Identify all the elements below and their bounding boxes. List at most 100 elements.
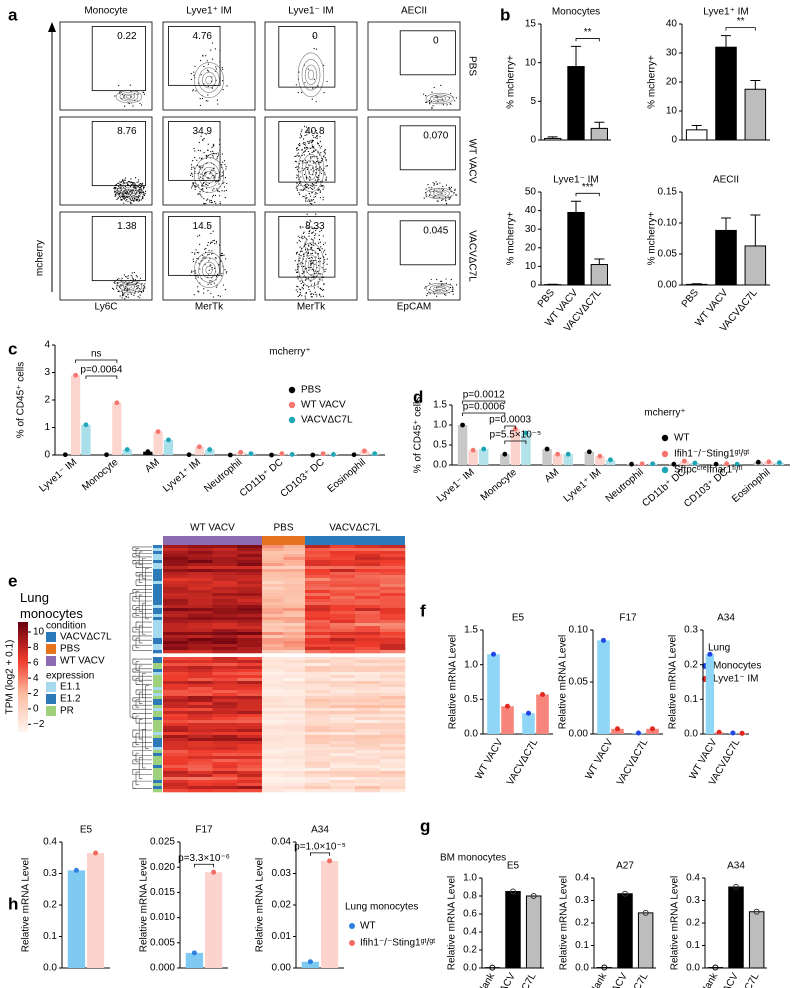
event-dot [310,253,312,255]
heatmap-cell [262,708,284,712]
bar [715,229,737,286]
density-contour [198,162,220,188]
heatmap-cell [212,678,238,682]
event-dot [194,270,196,272]
row-annotation [153,777,162,781]
event-dot [192,89,194,91]
panel-label: d [413,387,423,406]
event-dot [323,249,326,251]
event-dot [114,193,116,195]
event-dot [223,181,225,183]
event-dot [133,200,135,202]
legend-marker [661,450,669,458]
event-dot [195,249,197,251]
event-dot [140,199,142,201]
panel-label: c [8,339,17,358]
row-annotation [153,693,162,697]
event-dot [192,182,194,184]
event-dot [317,152,319,154]
event-dot [317,281,319,283]
event-dot [215,276,218,278]
event-dot [210,172,212,174]
heatmap-cell [283,762,306,766]
heatmap-cell [163,626,189,630]
heatmap-cell [262,584,284,588]
event-dot [215,153,217,155]
heatmap-cell [380,684,406,688]
heatmap-cell [355,647,381,651]
event-dot [221,190,223,192]
heatmap-cell [237,711,263,715]
event-dot [131,276,133,278]
event-dot [197,184,199,186]
bar [685,283,708,286]
event-dot [308,231,310,233]
significance-bracket [575,38,600,42]
heatmap-cell [212,614,238,618]
heatmap-cell [380,647,406,651]
event-dot [135,189,137,192]
heatmap-cell [212,626,238,630]
heatmap-cell [262,738,284,742]
bar [67,870,86,968]
y-axis-label: % of CD45⁺ cells [16,362,27,438]
event-dot [454,100,456,102]
heatmap-cell [163,566,189,570]
heatmap-cell [283,687,306,691]
heatmap-cell [355,726,381,730]
heatmap-cell [187,560,213,564]
heatmap-cell [262,714,284,718]
heatmap-cell [163,545,189,549]
heatmap-cell [283,590,306,594]
event-dot [320,246,322,248]
event-dot [296,147,298,149]
event-dot [305,186,307,188]
event-dot [219,295,221,297]
chart-title: Lyve1⁻ IM [553,175,598,186]
heatmap-cell [262,563,284,567]
heatmap-cell [355,650,381,654]
error-bar [594,121,605,129]
event-dot [297,271,299,273]
heatmap-cell [212,699,238,703]
heatmap-cell [212,611,238,615]
row-annotation [153,744,162,748]
heatmap-cell [283,690,306,694]
event-dot [123,182,126,184]
event-dot [309,257,311,259]
heatmap-cell [283,753,306,757]
event-dot [113,191,116,193]
heatmap-cell [355,596,381,600]
event-dot [323,91,325,94]
event-dot [322,170,324,172]
heatmap-cell [187,551,213,555]
event-dot [217,154,220,156]
legend-label: WT [674,433,690,444]
event-dot [316,160,319,162]
y-tick-label: 0.0 [464,729,478,740]
heatmap-cell [262,560,284,564]
heatmap-cell [212,705,238,709]
y-tick-label: 0.2 [686,918,700,929]
heatmap-cell [187,581,213,585]
heatmap-cell [330,783,356,787]
heatmap-cell [212,587,238,591]
density-contour [122,93,136,100]
data-point [505,703,510,709]
density-contour [304,64,318,86]
heatmap-cell [237,741,263,745]
event-dot [129,181,131,183]
event-dot [315,161,318,163]
y-tick-label: 0.2 [684,659,698,670]
heatmap-cell [283,669,306,673]
heatmap-cell [330,732,356,736]
heatmap-cell [283,620,306,624]
data-point [586,449,592,455]
data-point [608,457,613,463]
heatmap-cell [305,759,331,763]
event-dot [141,283,143,285]
event-dot [445,282,447,284]
heatmap-cell [305,693,331,697]
event-dot [126,276,128,278]
heatmap-cell [330,723,356,727]
